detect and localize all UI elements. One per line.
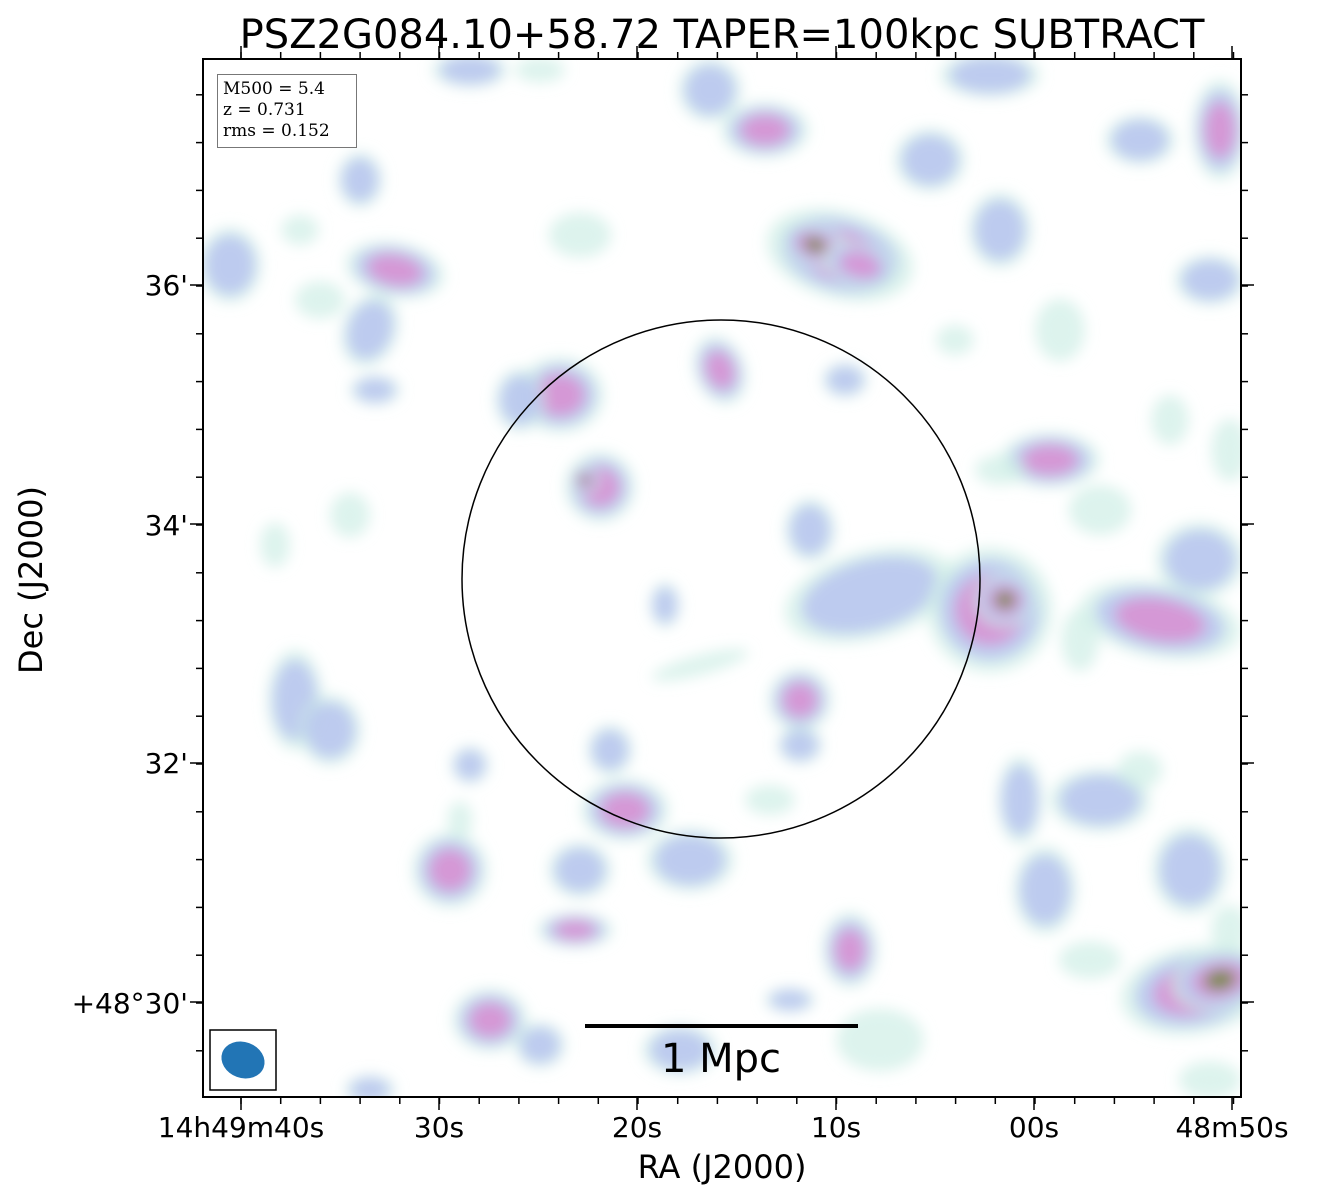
emission-blob	[1182, 260, 1238, 300]
emission-halo	[1068, 485, 1132, 535]
emission-blob	[455, 750, 485, 780]
emission-halo	[651, 648, 749, 682]
emission-halo	[1151, 395, 1189, 445]
emission-blob	[839, 251, 881, 279]
axes-frame	[202, 58, 1242, 1098]
emission-blob	[429, 849, 471, 891]
emission-blob	[1165, 530, 1235, 590]
x-tick-label: 48m50s	[1175, 1111, 1288, 1144]
emission-blob	[1020, 855, 1070, 925]
y-tick-label: 34'	[145, 509, 188, 542]
emission-blob	[685, 65, 735, 115]
emission-halo	[295, 281, 345, 319]
y-axis-label: Dec (J2000)	[12, 486, 50, 674]
x-axis-label: RA (J2000)	[638, 1148, 807, 1186]
emission-blob	[1060, 775, 1140, 825]
y-tick-label: +48°30'	[72, 987, 188, 1020]
emission-blob	[705, 350, 735, 390]
emission-blob	[346, 300, 394, 360]
emission-blob	[902, 135, 958, 185]
x-tick-label: 00s	[1009, 1111, 1059, 1144]
emission-blob	[1204, 102, 1236, 158]
emission-blob	[782, 730, 818, 760]
emission-blob	[1112, 120, 1168, 160]
emission-blob	[520, 1027, 560, 1063]
x-tick-label: 14h49m40s	[158, 1111, 325, 1144]
emission-halo	[1211, 905, 1241, 955]
chart-title: PSZ2G084.10+58.72 TAPER=100kpc SUBTRACT	[240, 12, 1205, 58]
emission-blob	[1115, 597, 1205, 643]
emission-blob	[554, 920, 596, 940]
emission-halo	[1035, 298, 1085, 362]
emission-blob	[782, 682, 818, 718]
emission-halo	[447, 801, 473, 839]
emission-halo	[330, 492, 370, 538]
emission-blob	[440, 59, 500, 84]
emission-blob	[801, 556, 939, 634]
emission-blob	[804, 237, 826, 253]
m500-label: M500 = 5.4	[223, 79, 325, 99]
emission-halo	[1178, 1061, 1241, 1097]
x-tick-label: 20s	[612, 1111, 662, 1144]
emission-blob	[740, 114, 790, 146]
emission-blob	[500, 375, 540, 425]
emission-blob	[469, 1002, 511, 1038]
scale-bar-label: 1 Mpc	[661, 1036, 781, 1082]
emission-halo	[836, 1008, 924, 1072]
emission-blob	[650, 1030, 710, 1070]
emission-halo	[745, 785, 795, 815]
emission-blob	[555, 848, 605, 892]
emission-blob	[995, 591, 1015, 609]
emission-halo	[1211, 418, 1241, 482]
y-tick-label: 36'	[145, 269, 188, 302]
emission-halo	[1061, 608, 1099, 672]
emission-blob	[535, 374, 585, 416]
emission-halo	[260, 522, 290, 568]
r500-circle	[461, 319, 981, 839]
emission-blob	[1160, 835, 1220, 905]
emission-halo	[1117, 751, 1163, 789]
emission-blob	[770, 990, 810, 1010]
emission-blob	[342, 158, 378, 202]
emission-blob	[305, 702, 355, 758]
emission-blob	[367, 254, 423, 286]
emission-map	[203, 59, 1241, 1097]
emission-blob	[950, 59, 1030, 93]
emission-blob	[655, 835, 725, 885]
emission-blob	[592, 730, 628, 770]
emission-blob	[975, 200, 1025, 260]
x-tick-label: 30s	[414, 1111, 464, 1144]
cluster-info-box: M500 = 5.4 z = 0.731 rms = 0.152	[217, 74, 357, 148]
y-tick-label: 32'	[145, 747, 188, 780]
beam-ellipse	[221, 1041, 265, 1079]
emission-blob	[580, 475, 590, 485]
emission-halo	[281, 215, 319, 245]
emission-blob	[350, 1078, 390, 1097]
emission-halo	[1058, 941, 1122, 979]
emission-halo	[515, 59, 565, 83]
emission-blob	[790, 505, 830, 555]
axis-ticks	[190, 46, 1254, 1110]
emission-halo	[936, 325, 974, 355]
emission-blob	[1002, 765, 1038, 835]
x-tick-label: 10s	[811, 1111, 861, 1144]
emission-blob	[834, 929, 866, 971]
redshift-label: z = 0.731	[223, 100, 306, 120]
emission-halo	[548, 212, 612, 258]
emission-blob	[205, 235, 255, 295]
emission-blob	[1204, 969, 1236, 991]
emission-blob	[1022, 444, 1078, 476]
emission-blob	[600, 792, 650, 828]
emission-blob	[355, 378, 395, 402]
emission-halo	[975, 455, 1025, 485]
emission-blob	[827, 366, 863, 394]
emission-blob	[653, 587, 677, 623]
rms-label: rms = 0.152	[223, 121, 330, 141]
plot-area	[203, 59, 1241, 1097]
